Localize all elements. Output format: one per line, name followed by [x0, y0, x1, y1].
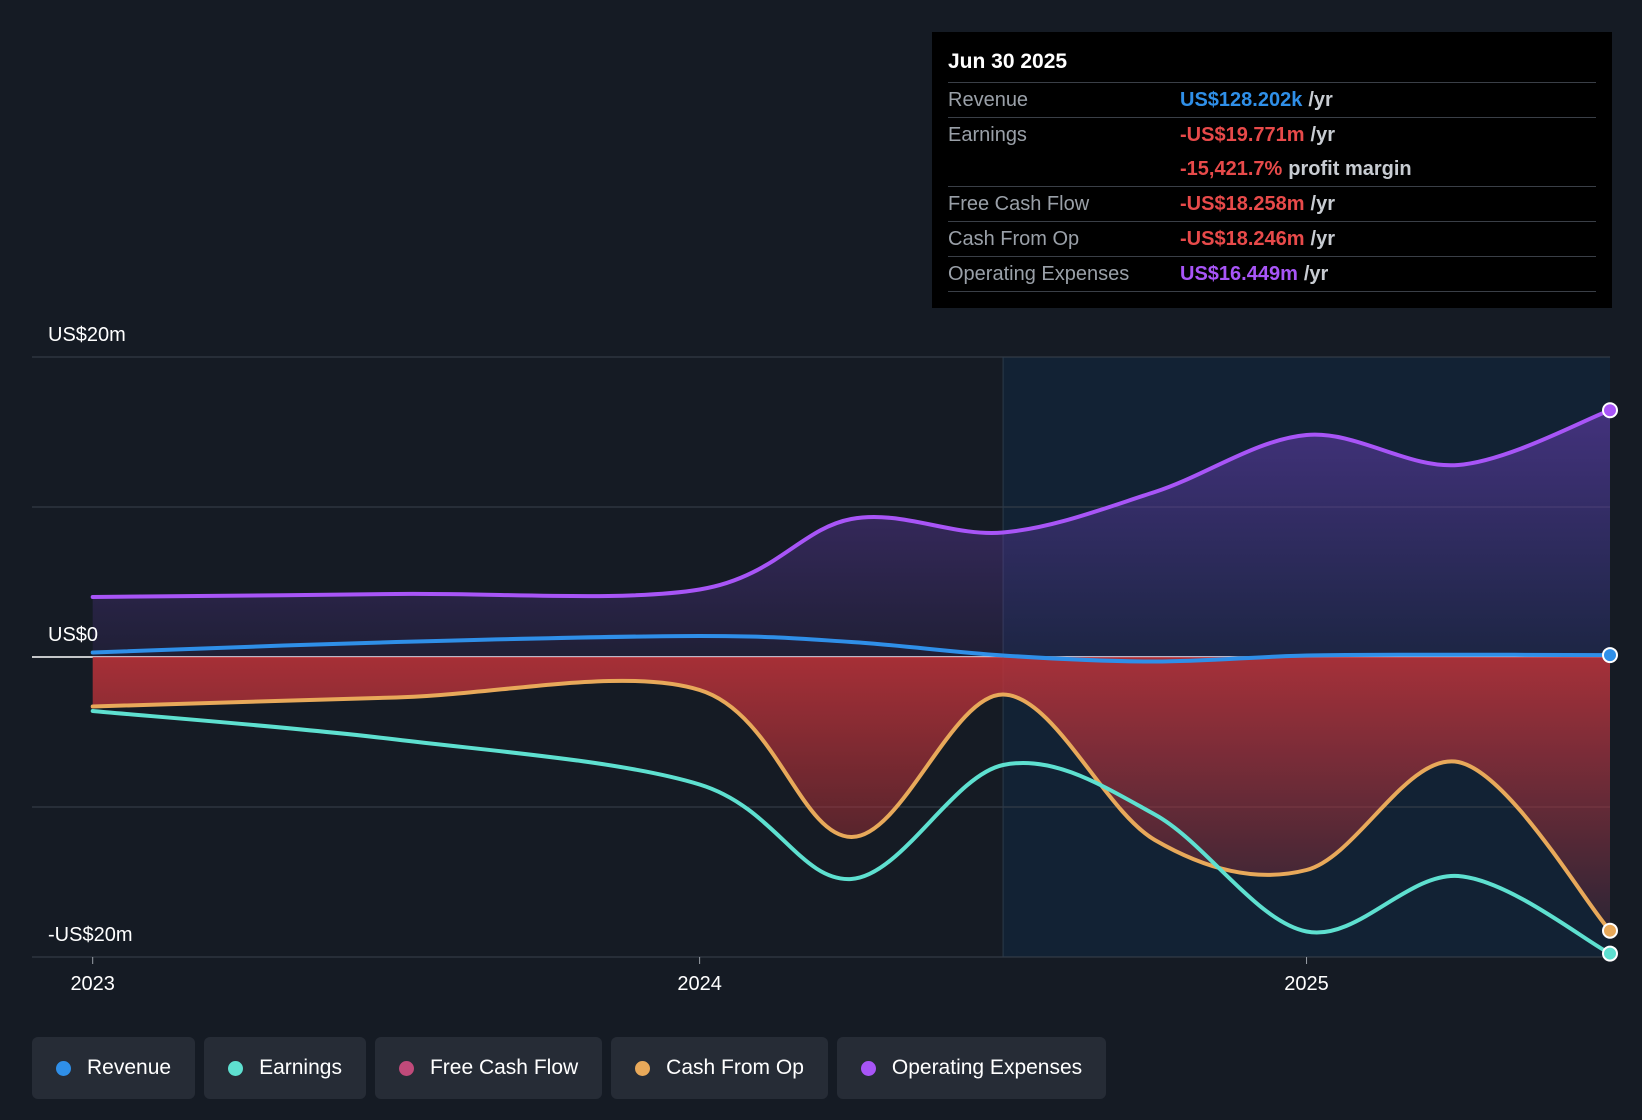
earnings-line [90, 709, 1612, 956]
tooltip-row-label: Free Cash Flow [948, 192, 1090, 215]
tooltip-row: -15,421.7% profit margin [948, 152, 1596, 186]
tooltip-row-value: -US$18.246m [1180, 227, 1305, 250]
legend-label: Revenue [87, 1056, 172, 1079]
tooltip-row-label: Earnings [948, 123, 1027, 146]
x-tick-label: 2023 [70, 973, 115, 995]
tooltip-row: Cash From Op -US$18.246m/yr [948, 221, 1596, 256]
tooltip-row: Revenue US$128.202k/yr [948, 82, 1596, 117]
tooltip-row-value: US$128.202k [1180, 88, 1303, 111]
legend-label: Cash From Op [666, 1056, 804, 1079]
tooltip-row-label: Cash From Op [948, 227, 1080, 250]
series-endpoints [1602, 402, 1618, 962]
tooltip-row-label: Operating Expenses [948, 262, 1130, 285]
tooltip-row-value: -US$18.258m [1180, 192, 1305, 215]
cash-from-op-line [90, 678, 1612, 933]
cash-from-op-endpoint [1602, 922, 1618, 939]
legend-dot-icon [228, 1060, 244, 1076]
free-cash-flow-area [92, 657, 1611, 931]
earnings-endpoint [1602, 945, 1618, 962]
x-axis-labels: 2023 2024 2025 [70, 957, 1329, 995]
operating-expenses-line [90, 408, 1612, 599]
series-lines [90, 408, 1612, 956]
tooltip-row-unit: /yr [1310, 192, 1335, 215]
tooltip-row: Operating Expenses US$16.449m/yr [948, 256, 1596, 291]
legend-item-revenue[interactable]: Revenue [32, 1037, 196, 1099]
legend-item-earnings[interactable]: Earnings [204, 1037, 366, 1099]
tooltip-row: Free Cash Flow -US$18.258m/yr [948, 186, 1596, 221]
y-tick-label: -US$20m [48, 924, 132, 946]
y-tick-label: US$20m [48, 324, 126, 346]
tooltip-row-value: -US$19.771m [1180, 123, 1305, 146]
legend-item-cash-from-op[interactable]: Cash From Op [611, 1037, 828, 1099]
legend-label: Free Cash Flow [429, 1056, 579, 1079]
tooltip-row-unit: /yr [1310, 227, 1335, 250]
legend-label: Operating Expenses [891, 1056, 1083, 1079]
legend-dot-icon [635, 1060, 651, 1076]
tooltip-rows: Revenue US$128.202k/yr Earnings -US$19.771m… [948, 82, 1596, 291]
tooltip-row-label: Revenue [948, 88, 1029, 111]
legend-item-operating-expenses[interactable]: Operating Expenses [836, 1037, 1107, 1099]
tooltip-row-unit: /yr [1303, 262, 1329, 285]
tooltip-row-unit: /yr [1308, 88, 1333, 111]
tooltip-row: Earnings -US$19.771m/yr [948, 117, 1596, 152]
x-tick-label: 2025 [1284, 973, 1329, 995]
y-axis-labels: US$20m US$0 -US$20m [48, 324, 132, 946]
tooltip-date: Jun 30 2025 [948, 50, 1068, 73]
tooltip-panel: Jun 30 2025 Revenue US$128.202k/yr Earning… [932, 32, 1612, 308]
legend-dot-icon [56, 1060, 71, 1076]
tooltip-row-value: US$16.449m [1180, 262, 1298, 285]
legend-dot-icon [860, 1060, 876, 1076]
revenue-line [90, 633, 1612, 664]
tooltip-divider [948, 291, 1596, 292]
tooltip-row-value: -15,421.7% [1180, 157, 1283, 180]
legend: Revenue Earnings Free Cash Flow Cash From O… [32, 1037, 1107, 1099]
chart-area: US$20m US$0 -US$20m 2023 2024 2025 [32, 324, 1618, 995]
legend-item-free-cash-flow[interactable]: Free Cash Flow [374, 1037, 603, 1099]
x-tick-label: 2024 [677, 973, 722, 995]
legend-dot-icon [398, 1060, 414, 1076]
y-tick-label: US$0 [48, 624, 98, 646]
legend-label: Earnings [259, 1056, 342, 1079]
revenue-endpoint [1602, 647, 1618, 664]
operating-expenses-endpoint [1602, 402, 1618, 419]
tooltip-row-unit: /yr [1310, 123, 1335, 146]
tooltip-row-unit: profit margin [1288, 157, 1412, 180]
